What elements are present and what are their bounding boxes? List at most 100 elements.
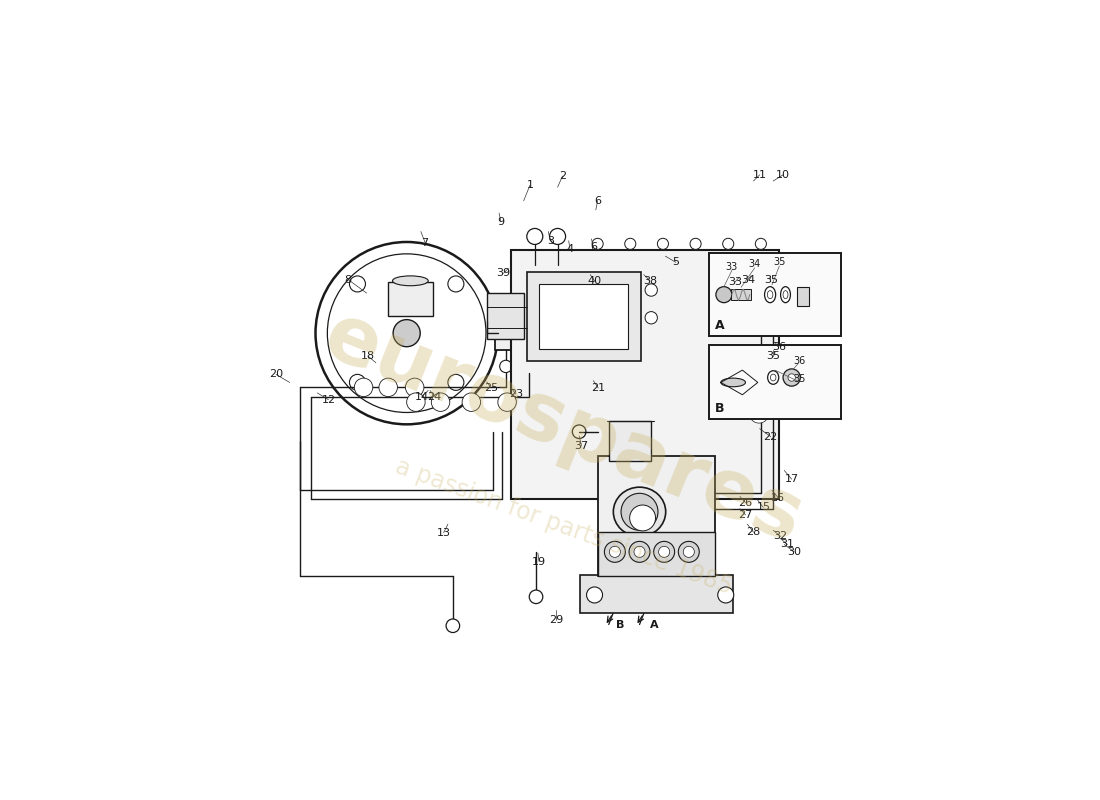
Ellipse shape	[768, 370, 779, 384]
Text: 2: 2	[559, 171, 566, 181]
Text: 7: 7	[421, 238, 429, 248]
Circle shape	[739, 306, 751, 318]
Circle shape	[447, 619, 460, 633]
Circle shape	[739, 274, 751, 287]
Circle shape	[659, 546, 670, 558]
Circle shape	[431, 393, 450, 411]
Text: 5: 5	[672, 258, 680, 267]
Bar	[708, 253, 840, 336]
Circle shape	[754, 358, 764, 370]
Text: 34: 34	[741, 274, 755, 285]
Circle shape	[378, 378, 397, 397]
Circle shape	[406, 378, 424, 397]
Circle shape	[604, 542, 625, 562]
Ellipse shape	[720, 378, 746, 386]
Text: 21: 21	[591, 383, 605, 393]
Circle shape	[407, 393, 425, 411]
Circle shape	[522, 360, 535, 373]
Circle shape	[658, 238, 669, 250]
Bar	[597, 456, 715, 577]
Text: 17: 17	[784, 474, 799, 484]
Circle shape	[434, 397, 447, 408]
Circle shape	[783, 369, 801, 386]
Circle shape	[448, 276, 464, 292]
Text: 33: 33	[726, 262, 738, 272]
Circle shape	[448, 374, 464, 390]
Text: 27: 27	[738, 510, 752, 520]
Circle shape	[609, 546, 620, 558]
Circle shape	[350, 276, 365, 292]
Text: 10: 10	[776, 170, 790, 180]
Circle shape	[788, 374, 795, 382]
Circle shape	[527, 229, 542, 245]
Text: 31: 31	[780, 539, 794, 550]
Bar	[486, 293, 524, 339]
Text: 35: 35	[763, 274, 778, 285]
Text: 28: 28	[747, 527, 760, 537]
Ellipse shape	[614, 487, 666, 537]
Text: 32: 32	[773, 531, 788, 542]
Bar	[498, 305, 540, 316]
Text: 11: 11	[752, 170, 767, 180]
Ellipse shape	[770, 374, 776, 381]
Text: 18: 18	[361, 351, 375, 361]
Bar	[581, 575, 733, 614]
Circle shape	[550, 229, 565, 245]
Ellipse shape	[768, 290, 773, 298]
Text: 4: 4	[566, 244, 573, 254]
Bar	[539, 284, 628, 349]
Text: 23: 23	[508, 389, 522, 399]
Bar	[495, 316, 542, 350]
Ellipse shape	[393, 276, 428, 286]
Circle shape	[739, 290, 751, 302]
Ellipse shape	[629, 505, 656, 531]
Circle shape	[328, 254, 486, 413]
Circle shape	[316, 242, 498, 424]
Circle shape	[749, 403, 769, 423]
Text: 39: 39	[496, 269, 510, 278]
Bar	[388, 282, 432, 316]
Circle shape	[529, 590, 542, 603]
Circle shape	[629, 542, 650, 562]
Text: 3: 3	[547, 236, 553, 246]
Circle shape	[717, 587, 734, 603]
Text: 20: 20	[270, 370, 283, 379]
Circle shape	[735, 286, 756, 306]
Text: 8: 8	[344, 274, 352, 285]
Bar	[512, 250, 779, 499]
Circle shape	[723, 238, 734, 250]
Text: 6: 6	[594, 196, 601, 206]
Text: A: A	[650, 619, 659, 630]
Text: A: A	[715, 318, 725, 332]
Circle shape	[735, 270, 756, 291]
Circle shape	[749, 378, 769, 398]
Bar	[796, 287, 808, 306]
Ellipse shape	[781, 286, 791, 302]
Text: 36: 36	[793, 356, 806, 366]
Circle shape	[462, 393, 481, 411]
Circle shape	[683, 546, 694, 558]
Bar	[708, 346, 840, 419]
Text: 30: 30	[788, 547, 801, 557]
Text: 24: 24	[427, 392, 441, 402]
Text: 14: 14	[415, 392, 429, 402]
Text: 26: 26	[738, 498, 752, 507]
Bar	[597, 532, 715, 577]
Circle shape	[749, 354, 769, 374]
Circle shape	[499, 360, 512, 373]
Circle shape	[393, 320, 420, 346]
Text: 37: 37	[574, 441, 589, 451]
Ellipse shape	[783, 290, 788, 298]
Text: 34: 34	[749, 259, 761, 269]
Text: 19: 19	[532, 557, 547, 566]
Text: 35: 35	[793, 374, 806, 384]
Circle shape	[572, 425, 586, 438]
Text: B: B	[616, 619, 624, 630]
Circle shape	[586, 587, 603, 603]
Text: 12: 12	[321, 394, 336, 405]
Circle shape	[716, 286, 732, 302]
Circle shape	[350, 374, 365, 390]
Ellipse shape	[764, 286, 776, 302]
Text: a passion for parts since 1985: a passion for parts since 1985	[392, 455, 736, 599]
Circle shape	[645, 312, 658, 324]
